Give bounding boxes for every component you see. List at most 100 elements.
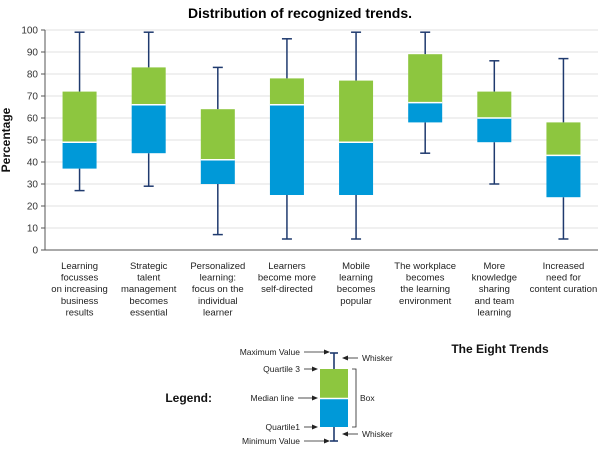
y-tick-label: 60 <box>27 114 39 125</box>
lower-box <box>339 142 374 195</box>
category-label-line: focus on the <box>192 284 244 295</box>
y-axis-label: Percentage <box>0 107 13 172</box>
category-label-line: content curation <box>530 284 598 295</box>
lower-box <box>62 142 97 169</box>
category-label-line: learning: <box>200 273 236 284</box>
legend-whisker-label-bottom: Whisker <box>362 429 393 439</box>
category-label-line: focusses <box>61 273 99 284</box>
lower-box <box>131 104 166 154</box>
category-label-line: Strategic <box>130 261 168 272</box>
category-label-line: learning <box>339 273 373 284</box>
category-label-line: Mobile <box>342 261 370 272</box>
category-label-line: individual <box>198 296 238 307</box>
box-group <box>477 60 512 185</box>
lower-box <box>477 118 512 143</box>
legend-maximum-label: Maximum Value <box>240 347 301 357</box>
lower-box <box>546 155 581 198</box>
category-label-line: self-directed <box>261 284 313 295</box>
box-group <box>408 31 443 154</box>
y-tick-label: 20 <box>27 202 39 213</box>
y-tick-label: 50 <box>27 136 39 147</box>
category-label-line: becomes <box>337 284 376 295</box>
box-group <box>269 38 304 240</box>
legend-arrowhead-q1 <box>312 424 318 430</box>
category-label-line: business <box>61 296 99 307</box>
legend-arrowhead-median <box>312 395 318 401</box>
category-label-line: need for <box>546 273 581 284</box>
lower-box <box>200 159 235 184</box>
legend-arrowhead-minimum <box>324 438 330 444</box>
box-group <box>339 31 374 240</box>
category-label: Strategic talent management becomes essentia… <box>121 261 177 318</box>
category-label-line: More <box>483 261 505 272</box>
legend-arrowhead-q3 <box>312 366 318 372</box>
y-tick-label: 30 <box>27 180 39 191</box>
category-label: Increased need for content curation <box>530 261 598 295</box>
category-label-line: Personalized <box>190 261 245 272</box>
legend-box-bracket <box>352 368 357 428</box>
y-tick-label: 100 <box>21 26 38 37</box>
category-label-line: become more <box>258 273 316 284</box>
upper-box <box>200 109 235 160</box>
category-label-line: sharing <box>479 284 510 295</box>
lower-box <box>408 102 443 123</box>
legend-q1-label: Quartile1 <box>266 422 301 432</box>
y-tick-label: 0 <box>32 246 38 257</box>
legend-arrowhead-whisker-bottom <box>342 431 348 437</box>
upper-box <box>546 122 581 156</box>
category-label-line: and team <box>475 296 515 307</box>
category-label-line: talent <box>137 273 161 284</box>
category-label-line: essential <box>130 307 168 318</box>
category-label-line: Learning <box>61 261 98 272</box>
legend-lower-box <box>320 399 348 427</box>
box-group <box>200 66 235 236</box>
upper-box <box>269 78 304 105</box>
category-label: Learning focusses on increasing business res… <box>51 261 108 318</box>
category-label-line: popular <box>340 296 372 307</box>
category-label: The workplace becomes the learning environm… <box>394 261 456 307</box>
legend-box-label: Box <box>360 393 375 403</box>
box-group <box>546 57 581 240</box>
category-label-line: on increasing <box>51 284 108 295</box>
y-tick-label: 90 <box>27 48 39 59</box>
upper-box <box>62 91 97 143</box>
chart-title: Distribution of recognized trends. <box>188 5 412 21</box>
category-label: Personalized learning: focus on the individ… <box>190 261 245 318</box>
box-group <box>131 31 166 187</box>
category-label-line: learning <box>477 307 511 318</box>
category-label-line: environment <box>399 296 452 307</box>
category-label-line: becomes <box>129 296 168 307</box>
legend: Legend: Maximum Value Quartile 3 Median … <box>165 347 393 446</box>
category-label-line: learner <box>203 307 233 318</box>
upper-box <box>477 91 512 118</box>
legend-whisker-label-top: Whisker <box>362 353 393 363</box>
box-group <box>62 31 97 192</box>
category-label: Mobile learning becomes popular <box>337 261 376 307</box>
upper-box <box>339 80 374 143</box>
category-label: More knowledge sharing and team learning <box>472 261 517 318</box>
y-tick-label: 70 <box>27 92 39 103</box>
upper-box <box>131 67 166 105</box>
legend-arrowhead-maximum <box>324 349 330 355</box>
category-label-line: results <box>66 307 94 318</box>
legend-title: Legend: <box>165 391 212 405</box>
category-label-line: knowledge <box>472 273 517 284</box>
category-label-line: The workplace <box>394 261 456 272</box>
x-axis-label: The Eight Trends <box>451 342 549 356</box>
category-label-line: the learning <box>400 284 450 295</box>
legend-median-label: Median line <box>251 393 295 403</box>
y-tick-label: 40 <box>27 158 39 169</box>
legend-upper-box <box>320 369 348 398</box>
y-tick-label: 80 <box>27 70 39 81</box>
category-label-line: Increased <box>543 261 585 272</box>
lower-box <box>269 104 304 195</box>
legend-arrowhead-whisker-top <box>342 355 348 361</box>
y-tick-label: 10 <box>27 224 39 235</box>
category-label-line: management <box>121 284 177 295</box>
upper-box <box>408 54 443 103</box>
category-label-line: Learners <box>268 261 306 272</box>
legend-minimum-label: Minimum Value <box>242 436 300 446</box>
legend-q3-label: Quartile 3 <box>263 364 300 374</box>
category-label-line: becomes <box>406 273 445 284</box>
